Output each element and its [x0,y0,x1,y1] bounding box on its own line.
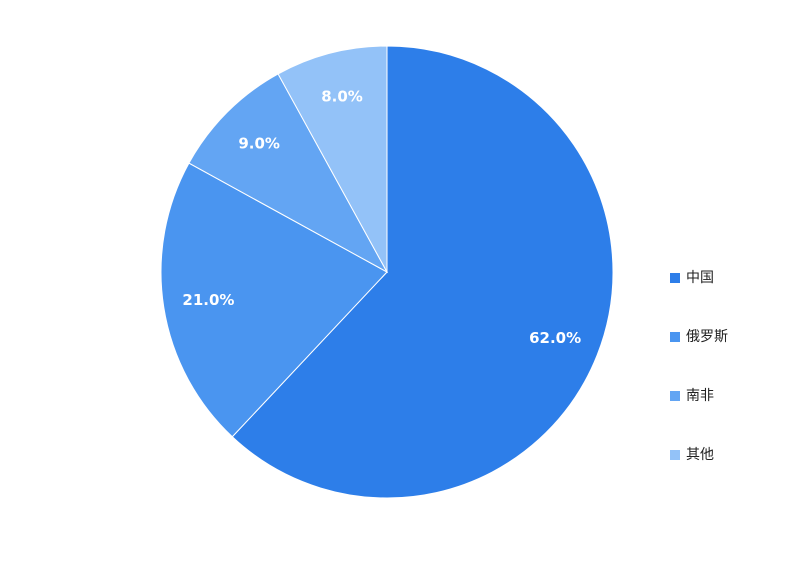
legend-swatch [670,332,680,342]
legend-label: 南非 [686,388,714,404]
legend-label: 俄罗斯 [686,329,728,345]
pie-slice [231,45,614,499]
legend-swatch [670,391,680,401]
pie-slice [160,162,388,438]
value-label: 9.0% [238,135,280,153]
value-label: 8.0% [321,87,363,105]
legend-label: 其他 [686,447,714,463]
legend-label: 中国 [686,270,714,286]
value-label: 21.0% [182,291,234,309]
pie-slice [188,73,389,274]
pie-slice [277,45,388,273]
legend-swatch [670,273,680,283]
legend-swatch [670,450,680,460]
value-label: 62.0% [529,329,581,347]
